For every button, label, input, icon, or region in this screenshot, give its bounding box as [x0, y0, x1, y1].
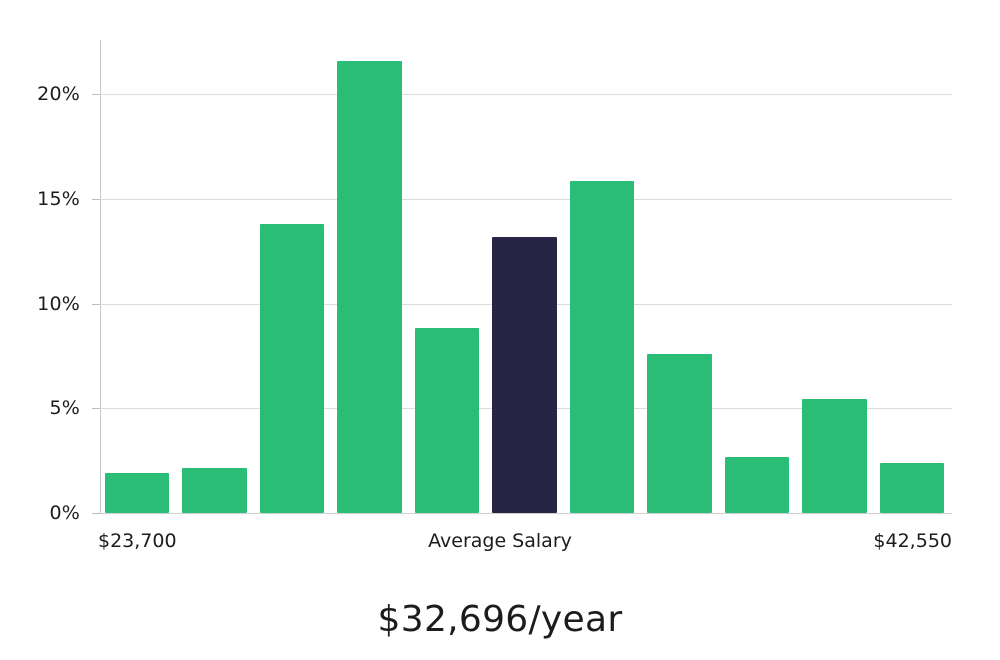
bar[interactable]	[337, 60, 402, 513]
bar[interactable]	[182, 468, 247, 513]
y-axis-tick	[92, 94, 100, 96]
bar[interactable]	[414, 327, 480, 513]
y-axis-tick-label: 20%	[37, 83, 80, 106]
bar[interactable]	[879, 462, 944, 513]
bar[interactable]	[105, 473, 170, 513]
y-axis-tick	[92, 513, 100, 514]
bar[interactable]	[724, 456, 790, 513]
gridline	[100, 199, 952, 201]
gridline	[100, 513, 952, 514]
bar[interactable]	[647, 353, 712, 513]
average-salary-caption: $32,696/year	[377, 599, 623, 640]
y-axis-tick-label: 15%	[37, 188, 80, 211]
bar-highlighted[interactable]	[492, 236, 557, 513]
x-axis-min-label: $23,700	[98, 530, 177, 552]
bar[interactable]	[569, 181, 635, 513]
y-axis-tick-label: 0%	[49, 502, 80, 524]
plot-area	[100, 40, 952, 513]
y-axis-tick	[92, 408, 100, 410]
y-axis-tick	[92, 303, 100, 305]
bar[interactable]	[802, 398, 867, 513]
bar[interactable]	[259, 224, 325, 513]
x-axis-title: Average Salary	[428, 530, 572, 552]
y-axis-tick-label: 5%	[49, 397, 80, 420]
y-axis-tick	[92, 199, 100, 201]
y-axis-tick-label: 10%	[37, 292, 80, 315]
gridline	[100, 94, 952, 96]
y-axis-line	[100, 40, 101, 514]
x-axis-max-label: $42,550	[873, 530, 952, 552]
